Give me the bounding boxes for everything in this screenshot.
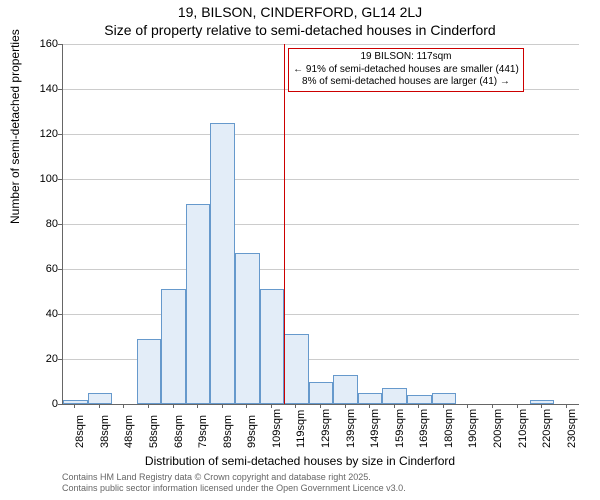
histogram-bar [333, 375, 358, 404]
y-tick-label: 100 [30, 173, 58, 185]
x-tick-mark [418, 404, 419, 408]
y-tick-label: 20 [30, 353, 58, 365]
x-tick-label: 190sqm [467, 409, 479, 448]
y-tick-label: 40 [30, 308, 58, 320]
chart-container: 19, BILSON, CINDERFORD, GL14 2LJ Size of… [0, 0, 600, 500]
x-tick-mark [173, 404, 174, 408]
histogram-bar [186, 204, 211, 404]
chart-title-line2: Size of property relative to semi-detach… [0, 22, 600, 38]
x-tick-mark [369, 404, 370, 408]
histogram-bar [284, 334, 309, 404]
x-tick-label: 129sqm [320, 409, 332, 448]
x-tick-mark [541, 404, 542, 408]
marker-annotation: 19 BILSON: 117sqm← 91% of semi-detached … [288, 48, 524, 92]
y-tick-label: 80 [30, 218, 58, 230]
x-tick-mark [492, 404, 493, 408]
x-tick-mark [99, 404, 100, 408]
x-tick-label: 79sqm [197, 415, 209, 448]
histogram-bar [235, 253, 260, 404]
histogram-bar [432, 393, 457, 404]
x-tick-label: 149sqm [369, 409, 381, 448]
x-tick-label: 109sqm [271, 409, 283, 448]
x-tick-mark [222, 404, 223, 408]
gridline [63, 44, 579, 45]
histogram-bar [260, 289, 285, 404]
x-tick-mark [197, 404, 198, 408]
histogram-bar [382, 388, 407, 404]
histogram-bar [309, 382, 334, 405]
x-tick-label: 89sqm [222, 415, 234, 448]
x-tick-mark [295, 404, 296, 408]
gridline [63, 179, 579, 180]
gridline [63, 269, 579, 270]
x-tick-label: 119sqm [295, 410, 307, 448]
y-tick-label: 60 [30, 263, 58, 275]
y-tick-label: 0 [30, 398, 58, 410]
histogram-bar [407, 395, 432, 404]
x-tick-label: 210sqm [517, 409, 529, 448]
footer-line1: Contains HM Land Registry data © Crown c… [62, 472, 406, 483]
x-tick-mark [467, 404, 468, 408]
x-tick-mark [345, 404, 346, 408]
x-tick-label: 58sqm [148, 415, 160, 448]
x-tick-mark [246, 404, 247, 408]
plot-area: 19 BILSON: 117sqm← 91% of semi-detached … [62, 44, 579, 405]
x-tick-mark [74, 404, 75, 408]
x-tick-label: 38sqm [99, 415, 111, 448]
x-tick-label: 200sqm [492, 409, 504, 448]
annotation-line: 19 BILSON: 117sqm [293, 51, 519, 64]
x-tick-label: 230sqm [566, 409, 578, 448]
x-tick-mark [271, 404, 272, 408]
x-tick-mark [123, 404, 124, 408]
y-tick-label: 120 [30, 128, 58, 140]
histogram-bar [88, 393, 113, 404]
gridline [63, 134, 579, 135]
annotation-line: 8% of semi-detached houses are larger (4… [293, 76, 519, 89]
histogram-bar [63, 400, 88, 405]
x-tick-label: 159sqm [394, 409, 406, 448]
gridline [63, 224, 579, 225]
x-tick-label: 220sqm [541, 409, 553, 448]
footer-line2: Contains public sector information licen… [62, 483, 406, 494]
footer-text: Contains HM Land Registry data © Crown c… [62, 472, 406, 494]
histogram-bar [161, 289, 186, 404]
y-axis-label: Number of semi-detached properties [8, 29, 22, 224]
marker-line [284, 44, 285, 404]
y-tick-label: 160 [30, 38, 58, 50]
histogram-bar [137, 339, 162, 404]
x-tick-mark [517, 404, 518, 408]
x-tick-mark [566, 404, 567, 408]
x-tick-label: 28sqm [74, 415, 86, 448]
x-tick-mark [148, 404, 149, 408]
histogram-bar [210, 123, 235, 404]
x-tick-label: 68sqm [173, 415, 185, 448]
x-tick-label: 169sqm [418, 409, 430, 448]
y-tick-label: 140 [30, 83, 58, 95]
x-tick-mark [394, 404, 395, 408]
gridline [63, 314, 579, 315]
histogram-bar [358, 393, 383, 404]
x-tick-label: 99sqm [246, 415, 258, 448]
x-tick-mark [443, 404, 444, 408]
x-tick-label: 48sqm [123, 415, 135, 448]
x-tick-label: 139sqm [345, 409, 357, 448]
chart-title-line1: 19, BILSON, CINDERFORD, GL14 2LJ [0, 4, 600, 20]
x-tick-mark [320, 404, 321, 408]
x-tick-label: 180sqm [443, 409, 455, 448]
annotation-line: ← 91% of semi-detached houses are smalle… [293, 64, 519, 77]
x-axis-label: Distribution of semi-detached houses by … [0, 454, 600, 468]
